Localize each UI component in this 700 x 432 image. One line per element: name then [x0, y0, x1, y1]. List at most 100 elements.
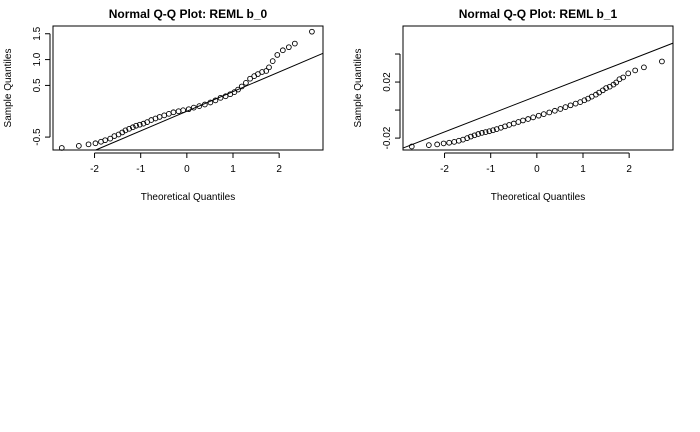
data-point: [235, 86, 241, 93]
x-tick-label: -1: [136, 164, 145, 175]
data-point: [175, 108, 182, 115]
qq-panel-b1: Normal Q-Q Plot: REML b_1 Theoretical Qu…: [353, 7, 674, 203]
data-point: [546, 109, 553, 116]
data-point: [92, 140, 99, 147]
data-point: [136, 121, 143, 128]
x-tick-label: 1: [230, 164, 236, 175]
y-axis: -0.02 0.02: [382, 53, 401, 149]
x-axis: -2 -1 0 1 2: [440, 152, 632, 175]
data-point: [451, 139, 458, 145]
y-tick-label: 0.02: [382, 72, 393, 92]
x-tick-label: -2: [440, 164, 449, 175]
data-point: [217, 94, 224, 101]
data-point: [291, 40, 298, 47]
data-point: [222, 93, 229, 100]
data-point: [269, 58, 276, 64]
data-point: [75, 143, 82, 149]
reference-line-group: [402, 42, 674, 149]
chart-title: Normal Q-Q Plot: REML b_0: [109, 7, 268, 21]
data-point: [243, 79, 249, 86]
data-point: [102, 137, 109, 144]
data-point: [620, 74, 627, 81]
data-point: [279, 47, 286, 54]
data-point: [625, 70, 632, 77]
data-point: [107, 135, 114, 142]
data-point: [557, 106, 564, 112]
data-point: [572, 100, 579, 107]
data-point: [274, 52, 281, 58]
data-point: [207, 99, 214, 106]
data-point: [540, 111, 547, 117]
data-point: [196, 103, 203, 109]
data-point: [247, 75, 253, 82]
data-point: [185, 106, 192, 113]
data-point: [467, 133, 474, 140]
data-point: [408, 143, 415, 150]
data-point: [475, 131, 482, 137]
data-point: [464, 135, 471, 141]
y-axis-label: Sample Quantiles: [353, 49, 364, 128]
reference-line-group: [95, 52, 324, 151]
y-tick-label: 1.5: [32, 26, 43, 40]
data-point: [567, 102, 574, 109]
data-point: [165, 110, 172, 117]
data-point: [446, 139, 453, 146]
y-axis: -0.5 0.5 1.0 1.5: [32, 26, 51, 146]
data-point: [535, 112, 542, 119]
x-tick-label: -2: [90, 164, 99, 175]
data-point: [440, 140, 447, 147]
points-group: [58, 28, 315, 151]
data-point: [212, 97, 219, 104]
y-tick-label: 0.5: [32, 78, 43, 92]
x-tick-label: 2: [276, 164, 282, 175]
data-point: [482, 129, 489, 135]
plot-frame: [402, 25, 674, 151]
reference-line: [95, 52, 324, 151]
x-tick-label: 0: [534, 164, 540, 175]
data-point: [259, 69, 265, 75]
data-point: [156, 114, 163, 120]
y-axis-label: Sample Quantiles: [3, 49, 14, 128]
y-tick-label: -0.02: [382, 126, 393, 149]
data-point: [263, 68, 270, 74]
data-point: [170, 109, 177, 116]
data-point: [85, 141, 92, 148]
data-point: [603, 85, 609, 91]
data-point: [659, 58, 665, 65]
data-point: [562, 104, 569, 110]
data-point: [238, 83, 245, 90]
data-point: [490, 127, 496, 134]
data-point: [471, 132, 478, 139]
data-point: [140, 120, 147, 127]
data-point: [231, 89, 238, 95]
data-point: [309, 28, 315, 35]
data-point: [641, 64, 647, 71]
data-point: [613, 79, 620, 86]
data-point: [479, 130, 485, 136]
x-axis-label: Theoretical Quantiles: [491, 192, 586, 203]
chart-title: Normal Q-Q Plot: REML b_1: [459, 7, 618, 21]
data-point: [180, 107, 187, 114]
data-point: [525, 116, 531, 122]
plot-frame: [52, 25, 324, 151]
data-point: [201, 101, 208, 108]
data-point: [126, 125, 133, 132]
y-tick-label: -0.5: [32, 128, 43, 146]
data-point: [266, 64, 272, 71]
x-axis-label: Theoretical Quantiles: [141, 192, 236, 203]
data-point: [58, 145, 65, 151]
data-point: [161, 112, 168, 119]
data-point: [425, 142, 432, 148]
qq-panel-b0: Normal Q-Q Plot: REML b_0 Theoretical Qu…: [3, 7, 324, 203]
data-point: [510, 120, 517, 127]
data-point: [520, 117, 526, 124]
reference-line: [402, 42, 674, 149]
x-tick-label: 0: [184, 164, 190, 175]
x-axis: -2 -1 0 1 2: [90, 152, 282, 175]
data-point: [133, 122, 139, 129]
data-point: [122, 127, 129, 134]
data-point: [129, 124, 136, 131]
points-group: [408, 58, 665, 150]
data-point: [190, 104, 197, 111]
